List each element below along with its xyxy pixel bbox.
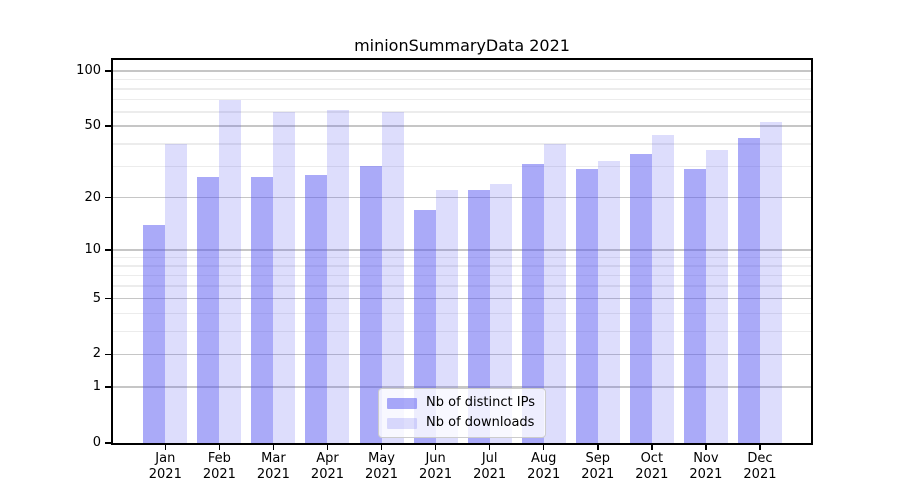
- bar-nb-of-downloads-mar: [273, 111, 296, 443]
- bar-nb-of-downloads-jun: [435, 190, 458, 443]
- x-tick-mark-apr: [326, 445, 329, 450]
- gridline-major-2: [113, 353, 811, 356]
- bar-nb-of-distinct-ips-nov: [683, 168, 706, 443]
- chart-title: minionSummaryData 2021: [354, 36, 570, 55]
- x-tick-mark-sep: [597, 445, 599, 450]
- bar-nb-of-distinct-ips-feb: [197, 177, 220, 443]
- y-tick-label-10: 10: [84, 241, 101, 257]
- gridline-minor-9: [113, 256, 811, 259]
- x-tick-mark-may: [380, 445, 383, 450]
- bar-nb-of-downloads-nov: [705, 149, 728, 443]
- x-tick-mark-jun: [434, 445, 437, 450]
- gridline-minor-60: [113, 111, 811, 113]
- y-tick-label-50: 50: [84, 118, 101, 134]
- x-tick-mark-oct: [651, 445, 653, 450]
- y-tick-mark-20: [105, 196, 111, 199]
- bar-nb-of-distinct-ips-sep: [575, 168, 598, 443]
- gridline-major-50: [113, 125, 811, 127]
- bar-nb-of-distinct-ips-aug: [521, 163, 544, 443]
- bar-nb-of-distinct-ips-apr: [305, 174, 328, 443]
- x-tick-label-dec: Dec 2021: [743, 451, 777, 482]
- bar-nb-of-downloads-feb: [219, 99, 242, 443]
- bar-nb-of-downloads-jan: [165, 143, 188, 443]
- y-tick-label-1: 1: [92, 379, 101, 395]
- x-tick-label-jan: Jan 2021: [148, 451, 182, 482]
- gridline-minor-30: [113, 165, 811, 168]
- x-tick-label-oct: Oct 2021: [635, 451, 669, 482]
- legend-swatch-downloads: [387, 417, 418, 429]
- x-tick-label-nov: Nov 2021: [689, 451, 723, 482]
- y-tick-label-0: 0: [92, 435, 101, 450]
- gridline-major-20: [113, 196, 811, 199]
- bar-nb-of-downloads-jul: [489, 183, 512, 443]
- legend-swatch-distinct-ips: [387, 397, 418, 409]
- gridline-minor-8: [113, 265, 811, 267]
- bar-nb-of-downloads-aug: [543, 143, 566, 443]
- bar-nb-of-downloads-dec: [759, 121, 782, 443]
- gridline-major-1: [113, 386, 811, 388]
- y-tick-mark-5: [105, 297, 111, 300]
- x-tick-label-feb: Feb 2021: [202, 451, 236, 482]
- x-tick-mark-dec: [759, 445, 761, 450]
- y-tick-mark-0: [105, 442, 111, 444]
- bar-nb-of-downloads-sep: [597, 161, 620, 443]
- gridline-minor-70: [113, 98, 811, 101]
- bar-nb-of-distinct-ips-jan: [143, 224, 166, 443]
- y-tick-mark-100: [105, 70, 111, 72]
- y-tick-mark-2: [105, 353, 111, 356]
- bar-nb-of-distinct-ips-mar: [251, 177, 274, 443]
- y-tick-label-20: 20: [84, 189, 101, 205]
- legend-item-distinct-ips: Nb of distinct IPs: [387, 394, 535, 412]
- bar-nb-of-downloads-may: [381, 111, 404, 443]
- legend-label-downloads: Nb of downloads: [426, 415, 535, 430]
- x-tick-mark-jan: [164, 445, 167, 450]
- x-tick-mark-jul: [488, 445, 491, 450]
- gridline-minor-90: [113, 78, 811, 81]
- gridline-minor-40: [113, 143, 811, 145]
- bar-nb-of-distinct-ips-oct: [629, 154, 652, 443]
- legend: Nb of distinct IPs Nb of downloads: [378, 388, 546, 438]
- bar-nb-of-distinct-ips-jun: [413, 210, 436, 443]
- y-tick-mark-1: [105, 386, 111, 388]
- gridline-major-10: [113, 249, 811, 251]
- x-tick-label-may: May 2021: [364, 451, 399, 482]
- y-tick-mark-50: [105, 125, 111, 127]
- legend-item-downloads: Nb of downloads: [387, 414, 535, 432]
- y-tick-label-2: 2: [92, 346, 101, 362]
- x-tick-label-mar: Mar 2021: [256, 451, 290, 482]
- x-tick-label-sep: Sep 2021: [581, 451, 615, 482]
- gridline-minor-80: [113, 88, 811, 90]
- gridline-major-100: [113, 70, 811, 72]
- x-tick-mark-mar: [272, 445, 275, 450]
- bar-nb-of-downloads-oct: [651, 134, 674, 443]
- y-tick-label-5: 5: [92, 290, 101, 306]
- bar-nb-of-distinct-ips-jul: [467, 190, 490, 443]
- x-tick-mark-feb: [218, 445, 221, 450]
- gridline-minor-7: [113, 274, 811, 277]
- legend-label-distinct-ips: Nb of distinct IPs: [426, 395, 535, 410]
- gridline-minor-4: [113, 312, 811, 315]
- x-tick-label-apr: Apr 2021: [310, 451, 345, 482]
- bar-nb-of-distinct-ips-may: [359, 166, 382, 443]
- x-tick-label-aug: Aug 2021: [527, 451, 561, 482]
- bar-nb-of-distinct-ips-dec: [737, 138, 760, 443]
- x-tick-mark-aug: [542, 445, 545, 450]
- y-tick-label-100: 100: [76, 63, 101, 79]
- x-tick-label-jun: Jun 2021: [419, 451, 453, 482]
- y-tick-mark-10: [105, 249, 111, 251]
- gridline-minor-6: [113, 285, 811, 287]
- gridline-minor-3: [113, 330, 811, 333]
- x-tick-label-jul: Jul 2021: [473, 451, 507, 482]
- bar-nb-of-downloads-apr: [327, 110, 350, 443]
- x-tick-mark-nov: [705, 445, 707, 450]
- gridline-major-5: [113, 297, 811, 300]
